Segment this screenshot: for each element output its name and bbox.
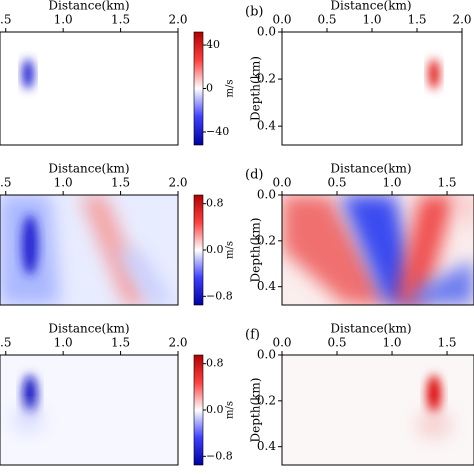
x-tick-label: 0.0 <box>272 13 291 27</box>
field-f <box>282 355 474 465</box>
colorbar-tick-label: 0.8 <box>206 357 224 370</box>
x-tick-label: 1.5 <box>437 176 456 190</box>
y-tick-label: 0.0 <box>257 348 276 362</box>
x-tick-label: 1.0 <box>54 13 73 27</box>
colorbar-tick-label: 0.0 <box>206 243 224 256</box>
y-tick-label: 0.0 <box>257 188 276 202</box>
x-tick-label: .5 <box>0 336 11 350</box>
x-tick-label: 1.0 <box>382 176 401 190</box>
x-axis-label: Distance(km) <box>48 0 129 13</box>
colorbar-tick-label: 0 <box>206 82 213 95</box>
colorbar-label: m/s <box>225 401 236 419</box>
x-tick-label: 1.0 <box>54 336 73 350</box>
x-tick-label: .5 <box>0 13 11 27</box>
x-tick-label: 2.0 <box>168 336 187 350</box>
y-tick-label: 0.0 <box>257 25 276 39</box>
panel-label: (f) <box>245 328 260 343</box>
x-tick-label: .5 <box>0 176 11 190</box>
colorbar-tick-label: 40 <box>206 38 220 51</box>
x-tick-label: 1.5 <box>437 336 456 350</box>
x-tick-label: 1.5 <box>111 176 130 190</box>
y-axis-label: Depth(km) <box>249 378 263 443</box>
x-axis-label: Distance(km) <box>48 322 129 336</box>
panel-label: (d) <box>245 168 263 183</box>
y-tick-label: 0.2 <box>257 72 276 86</box>
y-tick-label: 0.4 <box>257 119 276 133</box>
x-axis-label: Distance(km) <box>48 162 129 176</box>
colorbar-label: m/s <box>225 80 236 98</box>
plot-frame <box>0 354 179 466</box>
colorbar <box>193 194 204 306</box>
colorbar <box>193 354 204 466</box>
y-tick-label: 0.2 <box>257 393 276 407</box>
field-c <box>0 195 178 305</box>
y-tick-label: 0.4 <box>257 279 276 293</box>
colorbar <box>193 31 204 146</box>
x-tick-label: 2.0 <box>168 13 187 27</box>
x-tick-label: 1.5 <box>407 13 426 27</box>
x-axis-label: Distance(km) <box>330 0 411 13</box>
x-tick-label: 0.5 <box>327 176 346 190</box>
field-d <box>282 195 474 305</box>
colorbar-tick-label: 0.8 <box>206 197 224 210</box>
x-axis-label: Distance(km) <box>330 162 411 176</box>
field-e <box>0 355 178 465</box>
y-tick-label: 0.4 <box>257 439 276 453</box>
x-tick-label: 1.5 <box>111 336 130 350</box>
panel-label: (b) <box>245 5 263 20</box>
colorbar-label: m/s <box>225 241 236 259</box>
y-tick-label: 0.2 <box>257 233 276 247</box>
colorbar-tick-label: −40 <box>206 125 229 138</box>
x-axis-label: Distance(km) <box>330 322 411 336</box>
plot-frame <box>281 194 474 306</box>
x-tick-label: 1.0 <box>382 336 401 350</box>
x-tick-label: 0.0 <box>272 336 291 350</box>
plot-frame <box>0 31 179 146</box>
x-tick-label: 1.5 <box>111 13 130 27</box>
x-tick-label: 0.5 <box>327 336 346 350</box>
x-tick-label: 1.0 <box>54 176 73 190</box>
x-tick-label: 2.0 <box>452 13 471 27</box>
y-axis-label: Depth(km) <box>249 56 263 121</box>
x-tick-label: 1.0 <box>362 13 381 27</box>
field-a <box>23 59 33 89</box>
plot-frame <box>0 194 179 306</box>
x-tick-label: 0.0 <box>272 176 291 190</box>
x-tick-label: 2.0 <box>168 176 187 190</box>
colorbar-tick-label: −0.8 <box>206 449 233 462</box>
colorbar-tick-label: 0.0 <box>206 403 224 416</box>
field-b <box>429 59 439 89</box>
x-tick-label: 0.5 <box>317 13 336 27</box>
y-axis-label: Depth(km) <box>249 218 263 283</box>
colorbar-tick-label: −0.8 <box>206 289 233 302</box>
plot-frame <box>281 354 474 466</box>
